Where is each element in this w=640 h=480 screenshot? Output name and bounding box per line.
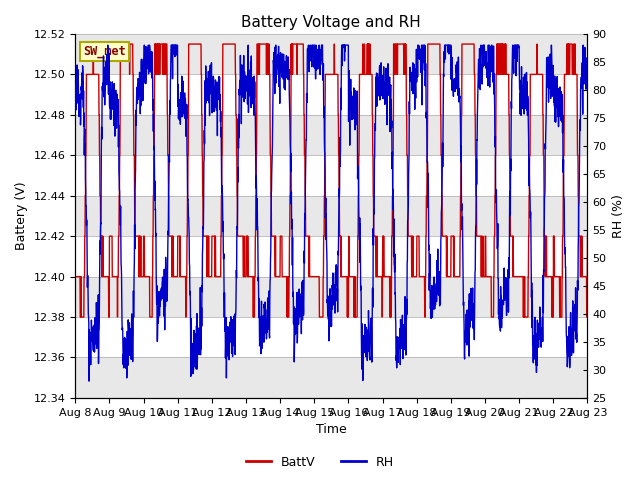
Bar	[76, 74, 588, 115]
Y-axis label: RH (%): RH (%)	[612, 194, 625, 238]
Y-axis label: Battery (V): Battery (V)	[15, 181, 28, 250]
Bar	[76, 317, 588, 358]
Bar	[76, 196, 588, 236]
Bar	[76, 276, 588, 317]
Text: SW_met: SW_met	[83, 45, 125, 58]
Bar	[76, 358, 588, 398]
Bar	[76, 155, 588, 196]
Bar	[76, 115, 588, 155]
Legend: BattV, RH: BattV, RH	[241, 451, 399, 474]
Bar	[76, 34, 588, 74]
X-axis label: Time: Time	[316, 423, 347, 436]
Bar	[76, 236, 588, 276]
Title: Battery Voltage and RH: Battery Voltage and RH	[241, 15, 421, 30]
